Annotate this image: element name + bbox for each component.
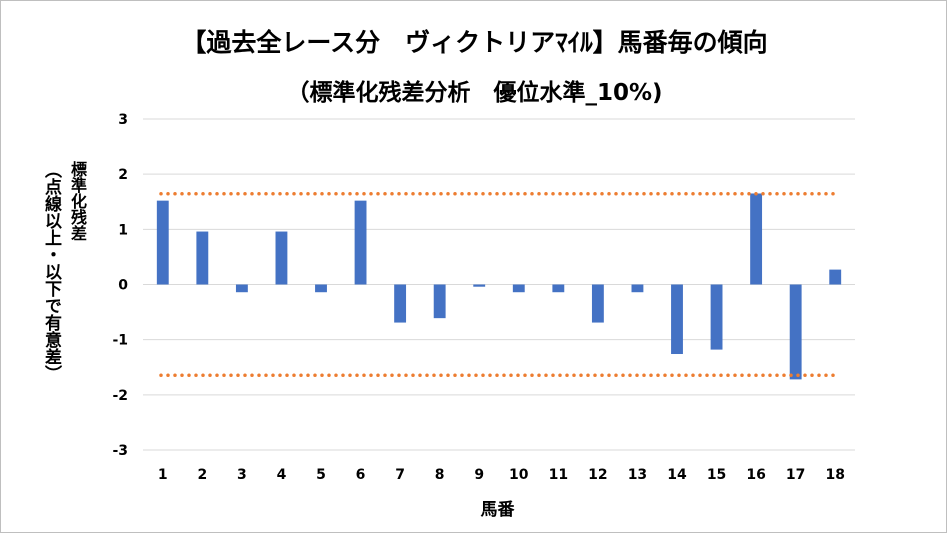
bar [710, 284, 723, 350]
x-tick-label: 17 [786, 467, 805, 483]
bar [315, 284, 327, 293]
y-tick-label: -2 [112, 388, 128, 404]
bar [235, 284, 248, 293]
y-tick-label: -3 [112, 443, 128, 459]
x-axis-label: 馬番 [480, 500, 515, 520]
y-axis-label: 標準化残差 [68, 161, 87, 241]
y-tick-label: 2 [118, 167, 128, 183]
bar [156, 200, 169, 285]
bar [354, 200, 367, 285]
bar [671, 284, 683, 355]
bar [591, 284, 604, 323]
bar [275, 231, 288, 285]
bar [512, 284, 525, 293]
y-axis-label-group: （点線以上・以下で有意差） 標準化残差 [25, 161, 103, 411]
x-tick-label: 10 [509, 467, 529, 483]
x-tick-label: 9 [474, 467, 484, 483]
x-tick-label: 6 [356, 467, 366, 483]
y-tick-label: 3 [118, 112, 128, 128]
chart-title-line1: 【過去全レース分 ヴィクトリアﾏｲﾙ】馬番毎の傾向 [181, 28, 768, 57]
bar [196, 231, 209, 285]
y-tick-label: -1 [112, 333, 128, 349]
x-tick-label: 15 [707, 467, 726, 483]
bar [631, 284, 644, 293]
y-tick-label: 0 [118, 278, 128, 294]
x-tick-label: 1 [158, 467, 168, 483]
x-tick-label: 18 [825, 467, 844, 483]
x-tick-label: 12 [588, 467, 607, 483]
x-tick-label: 3 [237, 467, 247, 483]
x-tick-label: 16 [746, 467, 765, 483]
bar [473, 284, 486, 287]
bar [552, 284, 565, 293]
x-tick-label: 7 [395, 467, 405, 483]
x-tick-label: 5 [316, 467, 326, 483]
x-tick-label: 2 [197, 467, 207, 483]
bar [789, 284, 802, 380]
x-tick-label: 14 [667, 467, 687, 483]
y-tick-label: 1 [118, 222, 128, 238]
x-tick-label: 13 [628, 467, 647, 483]
x-tick-label: 8 [435, 467, 445, 483]
bar [394, 284, 407, 323]
y-axis-label-note: （点線以上・以下で有意差） [41, 161, 61, 382]
x-tick-label: 4 [277, 467, 287, 483]
bar [433, 284, 446, 319]
bar [750, 193, 763, 285]
bar [829, 269, 842, 285]
chart-title-line2: （標準化残差分析 優位水準_10%) [286, 80, 663, 106]
x-tick-label: 11 [549, 467, 568, 483]
